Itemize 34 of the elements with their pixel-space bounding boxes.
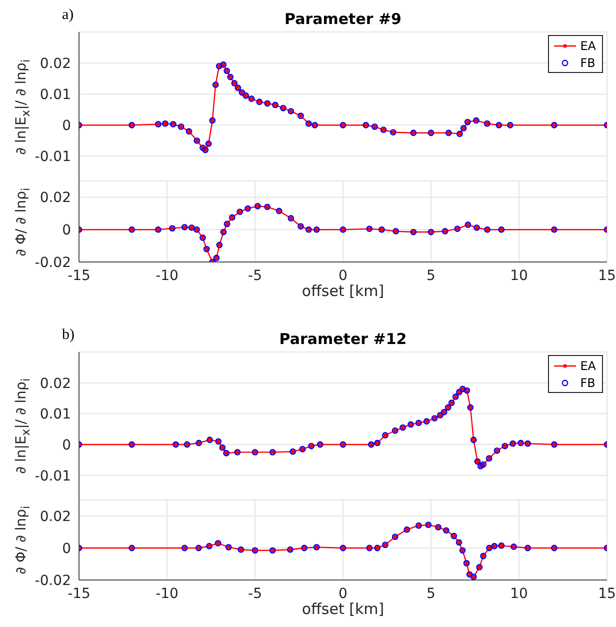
legend-label: EA [580,38,596,52]
legend-label: FB [580,376,596,390]
x-tick-label: -10 [156,268,178,284]
x-tick-label: 10 [510,586,528,602]
chart-title: Parameter #9 [283,10,402,28]
x-tick-label: 0 [338,586,348,602]
y-tick-label: 0.02 [40,56,71,72]
x-tick-label: 5 [426,268,436,284]
y-tick-label: -0.01 [34,468,71,484]
y-tick-label: 0.02 [40,190,71,206]
x-tick-label: 15 [598,268,616,284]
x-tick-label: 5 [426,586,436,602]
x-tick-label: -5 [248,268,262,284]
y-tick-label: 0 [62,222,71,239]
legend-label: FB [580,56,596,70]
x-tick-label: 0 [338,268,348,284]
x-tick-label: -5 [248,586,262,602]
text: b) [62,327,74,344]
y-tick-label: 0 [62,540,71,557]
x-tick-label: 15 [598,586,616,602]
x-axis-title: offset [km] [300,282,386,301]
y-tick-label: 0.02 [40,376,71,392]
legend-label: EA [580,358,596,372]
y-tick-label: 0.01 [40,87,71,104]
y-tick-label: 0.01 [40,406,71,423]
x-axis-title: offset [km] [300,600,386,619]
y-tick-label: 0.02 [40,508,71,525]
chart-title: Parameter #12 [278,330,408,348]
y-tick-label: 0 [62,118,71,134]
y-tick-label: -0.01 [34,149,71,166]
y-tick-label: 0 [62,437,71,454]
text: a) [62,7,74,24]
x-tick-label: 10 [510,268,528,284]
x-tick-label: -10 [156,586,178,602]
